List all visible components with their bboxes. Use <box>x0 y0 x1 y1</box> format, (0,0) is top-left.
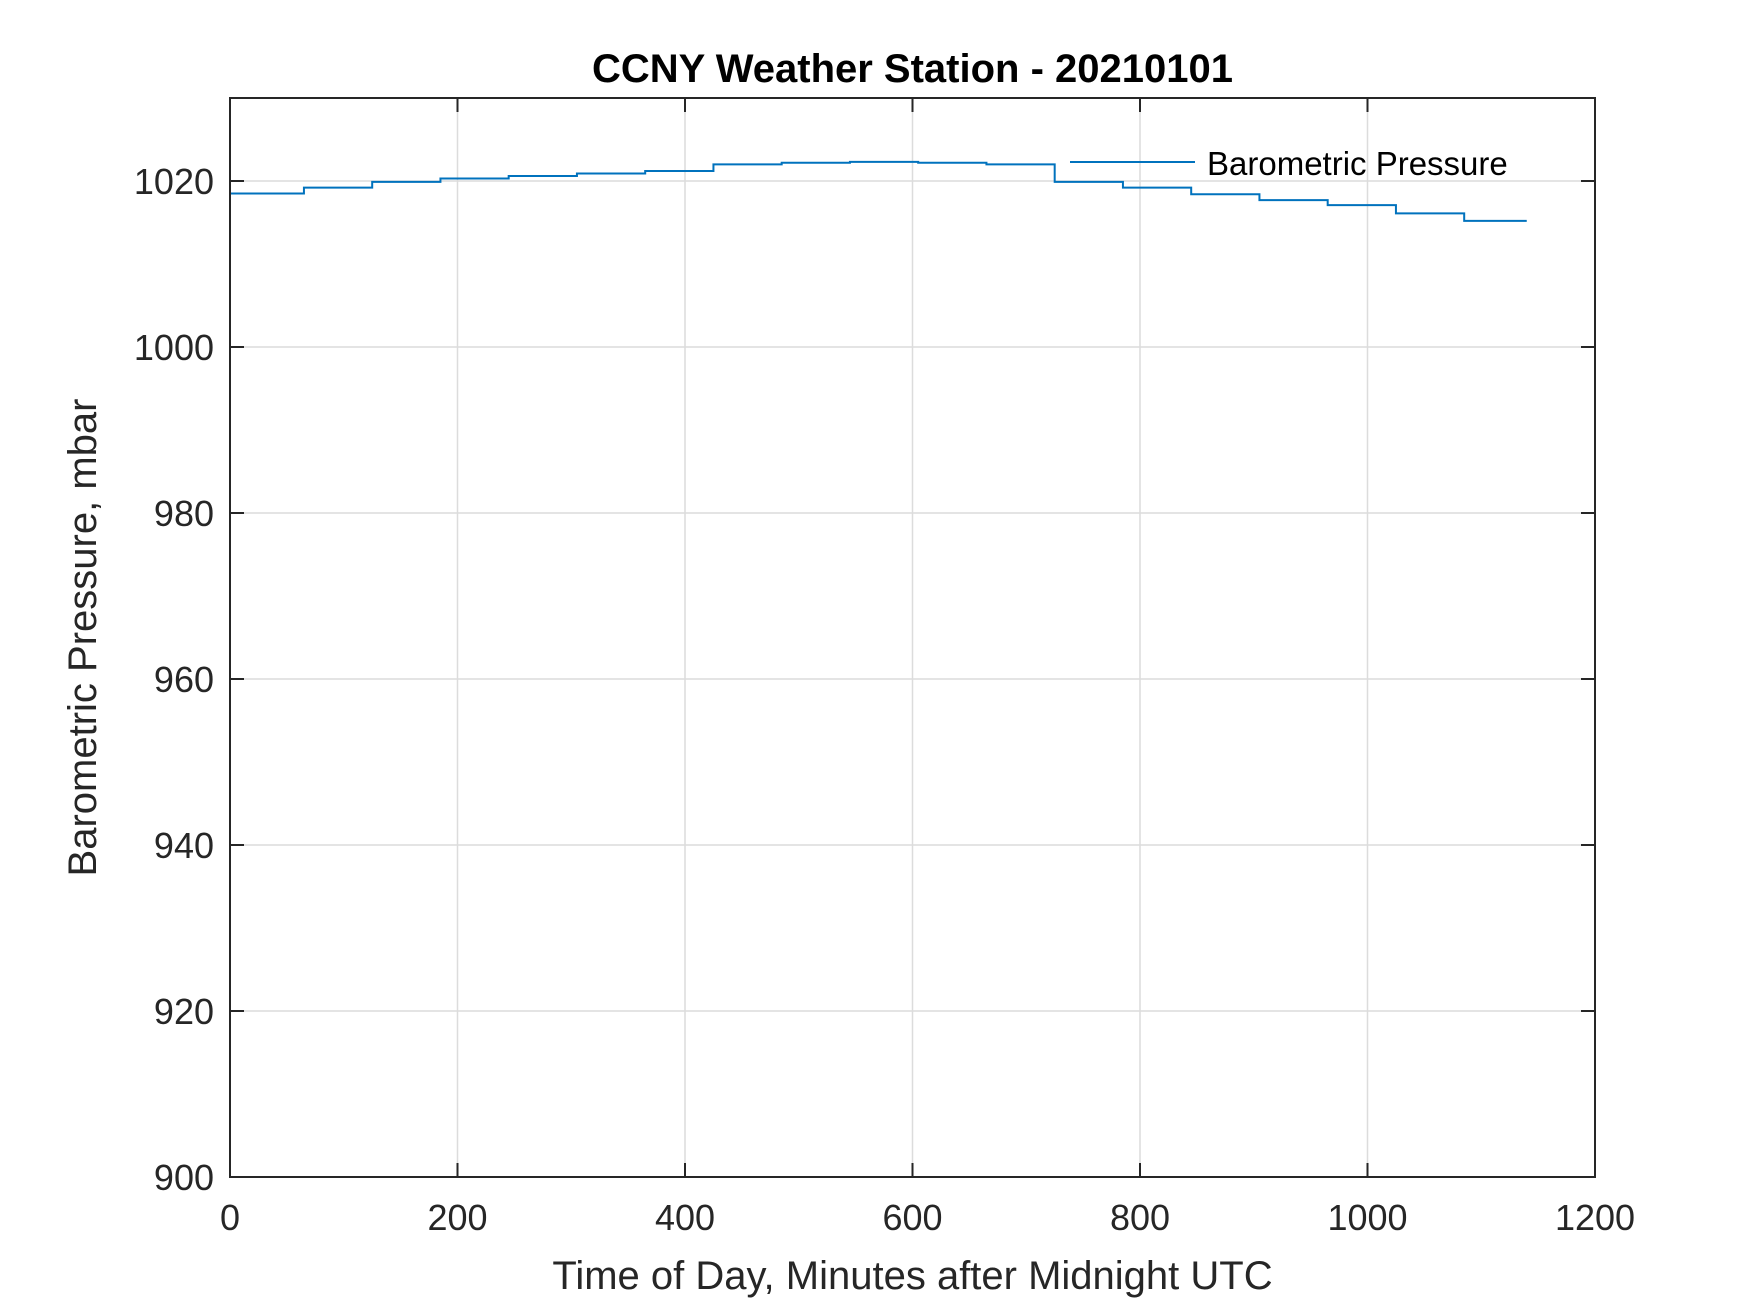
y-tick-label: 980 <box>154 493 214 534</box>
axis-ticks <box>229 98 1596 1178</box>
series-line-barometric-pressure <box>230 160 1527 222</box>
x-tick-label: 400 <box>655 1197 715 1238</box>
legend-label-barometric-pressure: Barometric Pressure <box>1207 145 1508 182</box>
x-axis-label: Time of Day, Minutes after Midnight UTC <box>552 1254 1272 1298</box>
y-tick-label: 940 <box>154 825 214 866</box>
y-tick-label: 1020 <box>134 161 214 202</box>
x-axis-tick-labels: 0 200 400 600 800 1000 1200 <box>220 1197 1635 1238</box>
x-tick-label: 1000 <box>1327 1197 1407 1238</box>
x-tick-label: 600 <box>882 1197 942 1238</box>
legend: Barometric Pressure <box>1070 145 1508 182</box>
x-tick-label: 200 <box>427 1197 487 1238</box>
y-tick-label: 1000 <box>134 327 214 368</box>
chart-title: CCNY Weather Station - 20210101 <box>592 47 1233 91</box>
y-tick-label: 900 <box>154 1157 214 1198</box>
x-tick-label: 1200 <box>1555 1197 1635 1238</box>
grid <box>230 98 1595 1177</box>
y-tick-label: 920 <box>154 991 214 1032</box>
y-axis-label: Barometric Pressure, mbar <box>61 399 105 877</box>
y-tick-label: 960 <box>154 659 214 700</box>
x-tick-label: 800 <box>1110 1197 1170 1238</box>
y-axis-tick-labels: 900 920 940 960 980 1000 1020 <box>134 161 214 1198</box>
series-layer <box>230 160 1527 222</box>
x-tick-label: 0 <box>220 1197 240 1238</box>
